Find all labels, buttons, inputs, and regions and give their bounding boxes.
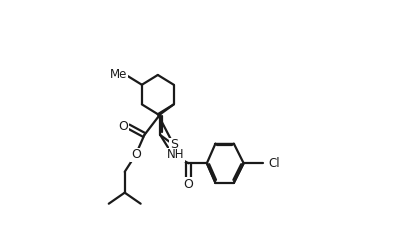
Text: Cl: Cl	[268, 157, 280, 170]
Text: O: O	[119, 120, 128, 133]
Text: O: O	[131, 148, 141, 161]
Text: S: S	[170, 138, 178, 151]
Text: Me: Me	[110, 68, 127, 81]
Text: O: O	[184, 178, 194, 190]
Text: NH: NH	[167, 148, 184, 161]
